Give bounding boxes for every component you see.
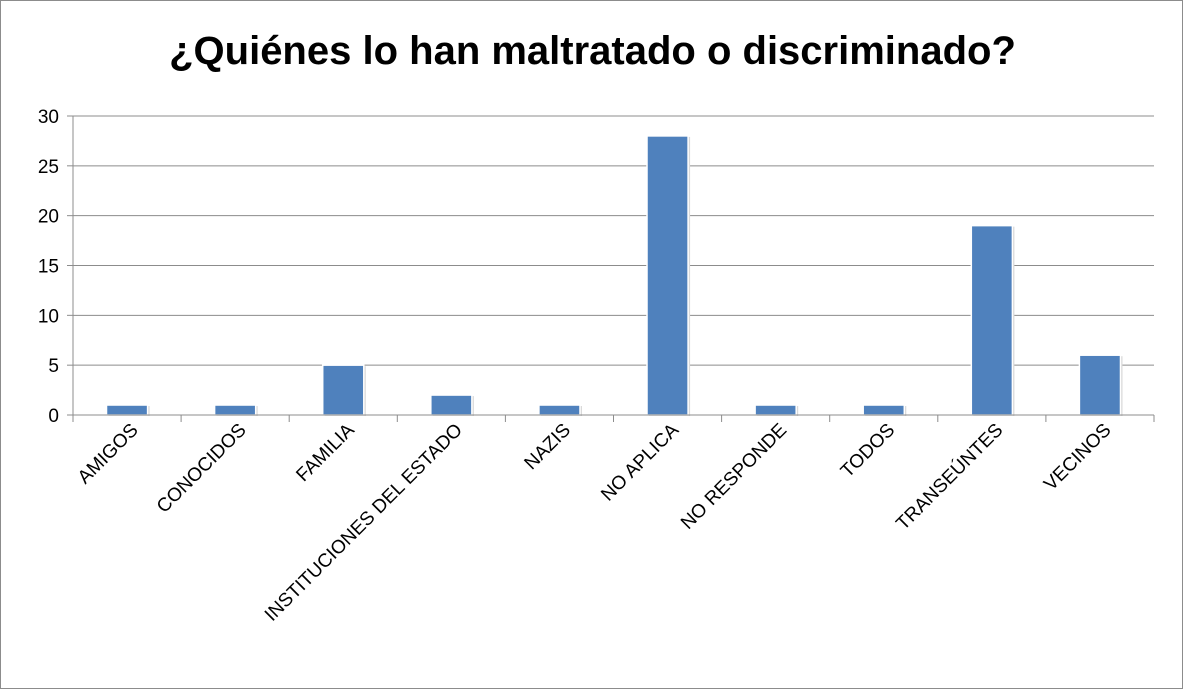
x-tick-label: INSTITUCIONES DEL ESTADO [261, 420, 467, 626]
bar-transeúntes [970, 224, 1014, 416]
bar-vecinos [1078, 354, 1122, 416]
bars [105, 135, 1123, 416]
gridlines [73, 115, 1154, 366]
bar-todos [862, 404, 906, 416]
axes [67, 115, 1155, 422]
x-tick-label: FAMILIA [292, 419, 359, 486]
bar-no-aplica [646, 135, 689, 416]
bar-no-responde [754, 404, 797, 416]
bar-familia [321, 364, 365, 416]
y-tick-label: 20 [38, 207, 59, 228]
x-tick-label: TRANSEÚNTES [892, 419, 1008, 535]
bar-nazis [538, 404, 581, 416]
y-tick-label: 5 [48, 356, 59, 377]
x-tick-label: TODOS [837, 420, 899, 482]
chart-title: ¿Quiénes lo han maltratado o discriminad… [169, 29, 1016, 73]
bar-conocidos [213, 404, 257, 416]
y-tick-label: 25 [38, 157, 59, 178]
y-tick-labels: 0 5 10 15 20 25 30 [38, 107, 59, 427]
y-tick-label: 15 [38, 257, 59, 278]
y-tick-label: 10 [38, 306, 59, 327]
y-tick-label: 30 [38, 107, 59, 128]
bar-instituciones-del-estado [430, 394, 473, 416]
x-tick-label: CONOCIDOS [153, 420, 251, 518]
y-tick-label: 0 [48, 406, 59, 427]
x-tick-label: NO APLICA [597, 419, 683, 505]
x-tick-label: VECINOS [1040, 420, 1115, 495]
x-tick-label: NAZIS [521, 420, 575, 474]
x-tick-label: AMIGOS [74, 420, 143, 489]
bar-amigos [105, 404, 149, 416]
x-tick-label: NO RESPONDE [677, 420, 791, 534]
